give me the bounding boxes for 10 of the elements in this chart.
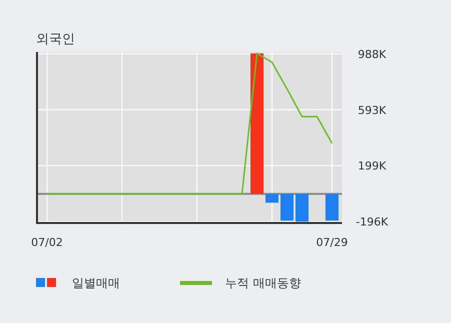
legend-label: 누적 매매동향 — [225, 276, 301, 290]
legend-label: 일별매매 — [72, 276, 120, 290]
y-tick-label: 199K — [358, 160, 387, 173]
x-tick-label: 07/29 — [316, 236, 348, 249]
chart-title: 외국인 — [36, 32, 75, 47]
y-tick-label: 593K — [358, 104, 387, 117]
y-tick-label: 988K — [358, 48, 387, 61]
x-tick-label: 07/02 — [31, 236, 63, 249]
line-series — [46, 52, 333, 195]
y-tick-label: -196K — [356, 216, 389, 229]
